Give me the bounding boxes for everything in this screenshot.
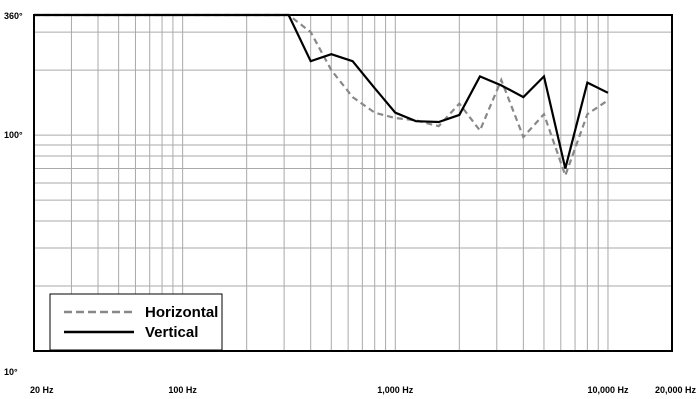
tick-labels: 20 Hz 100 Hz 1,000 Hz 10,000 Hz 20,000 Hz 10°…: [4, 11, 696, 395]
legend-label-horizontal: Horizontal: [145, 304, 218, 321]
y-tick-label: 360°: [4, 11, 23, 21]
x-tick-label: 20,000 Hz: [655, 385, 697, 395]
legend-label-vertical: Vertical: [145, 324, 198, 341]
x-tick-label: 20 Hz: [30, 385, 54, 395]
x-tick-label: 10,000 Hz: [587, 385, 629, 395]
legend-box: [49, 293, 223, 351]
x-tick-label: 1,000 Hz: [377, 385, 414, 395]
x-tick-label: 100 Hz: [168, 385, 197, 395]
series-line-vertical: [34, 13, 609, 169]
y-tick-label: 10°: [4, 367, 18, 377]
plot-border: [33, 14, 673, 352]
y-tick-label: 100°: [4, 130, 23, 140]
series-lines: [34, 13, 609, 179]
legend: Horizontal Vertical: [49, 293, 223, 351]
